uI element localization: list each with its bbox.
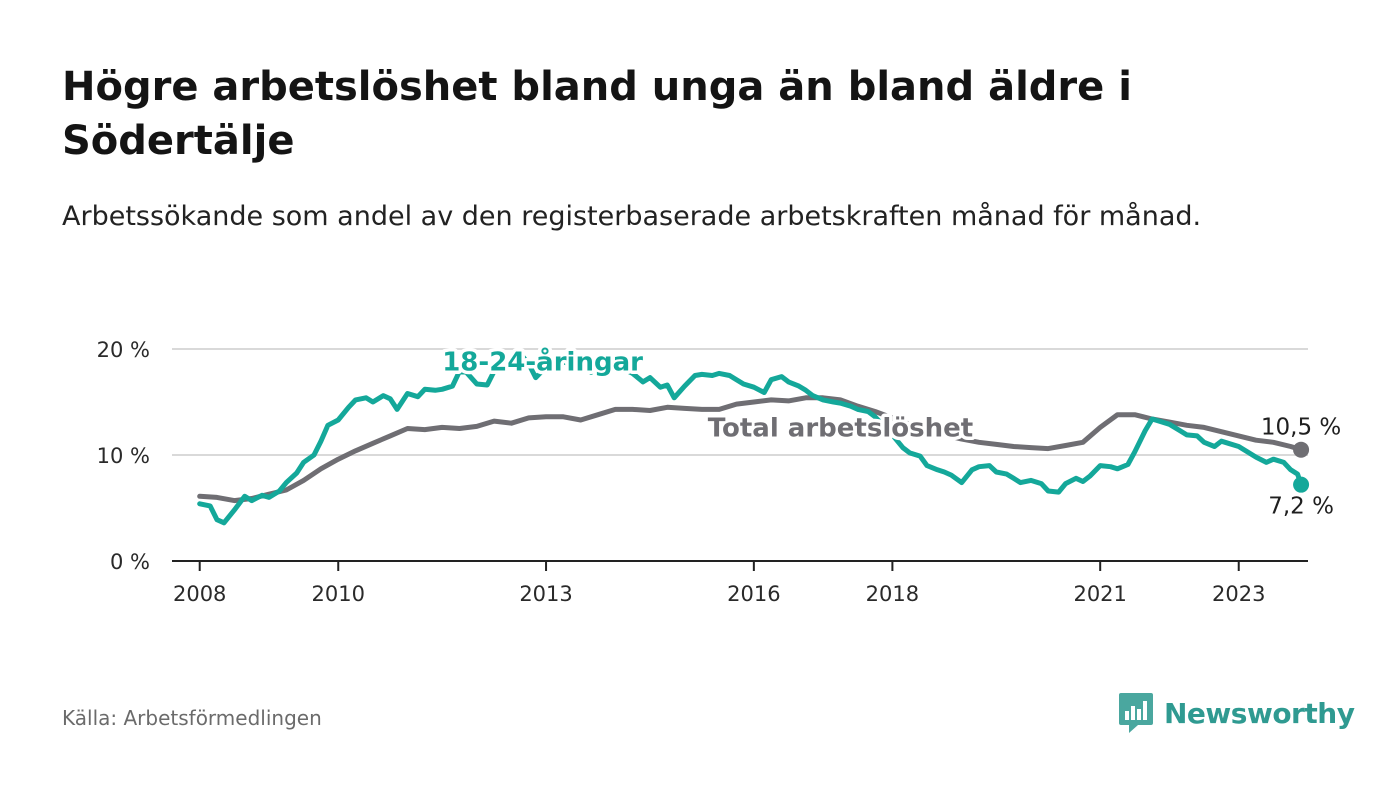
x-tick-label: 2021 [1073, 582, 1126, 606]
x-tick-label: 2018 [866, 582, 919, 606]
x-tick-label: 2010 [312, 582, 365, 606]
x-tick-label: 2023 [1212, 582, 1265, 606]
series-label-halo: Total arbetslöshet [708, 413, 973, 443]
series [197, 352, 1304, 526]
y-tick-label: 20 % [97, 338, 150, 362]
x-tick-label: 2013 [519, 582, 572, 606]
end-markers: 10,5 % 7,2 % [1261, 415, 1341, 520]
brand-logo: Newsworthy [1118, 690, 1355, 736]
y-tick-label: 10 % [97, 444, 150, 468]
x-tick-label: 2008 [173, 582, 226, 606]
x-tick-label: 2016 [727, 582, 780, 606]
y-axis-ticks: 0 % 10 % 20 % [97, 338, 150, 574]
newsworthy-logo-icon [1119, 693, 1153, 733]
end-marker-youth [1293, 476, 1310, 493]
chart-title: Högre arbetslöshet bland unga än bland ä… [62, 64, 1132, 164]
end-value-label-youth: 7,2 % [1268, 494, 1334, 520]
series-label-halo: 18-24-åringar [442, 346, 643, 378]
x-axis-ticks: 2008 2010 2013 2016 2018 2021 2023 [173, 561, 1265, 606]
source-note: Källa: Arbetsförmedlingen [62, 706, 322, 730]
series-line-total [197, 395, 1304, 504]
series-label-youth: 18-24-åringar [442, 346, 643, 378]
gridlines [172, 348, 1308, 456]
series-line-youth [197, 352, 1304, 526]
end-marker-total [1293, 441, 1310, 458]
chart-subtitle: Arbetssökande som andel av den registerb… [62, 201, 1202, 232]
end-value-label-total: 10,5 % [1261, 415, 1341, 441]
y-tick-label: 0 % [110, 550, 150, 574]
brand-name: Newsworthy [1164, 696, 1355, 730]
series-label-total: Total arbetslöshet [708, 413, 973, 443]
